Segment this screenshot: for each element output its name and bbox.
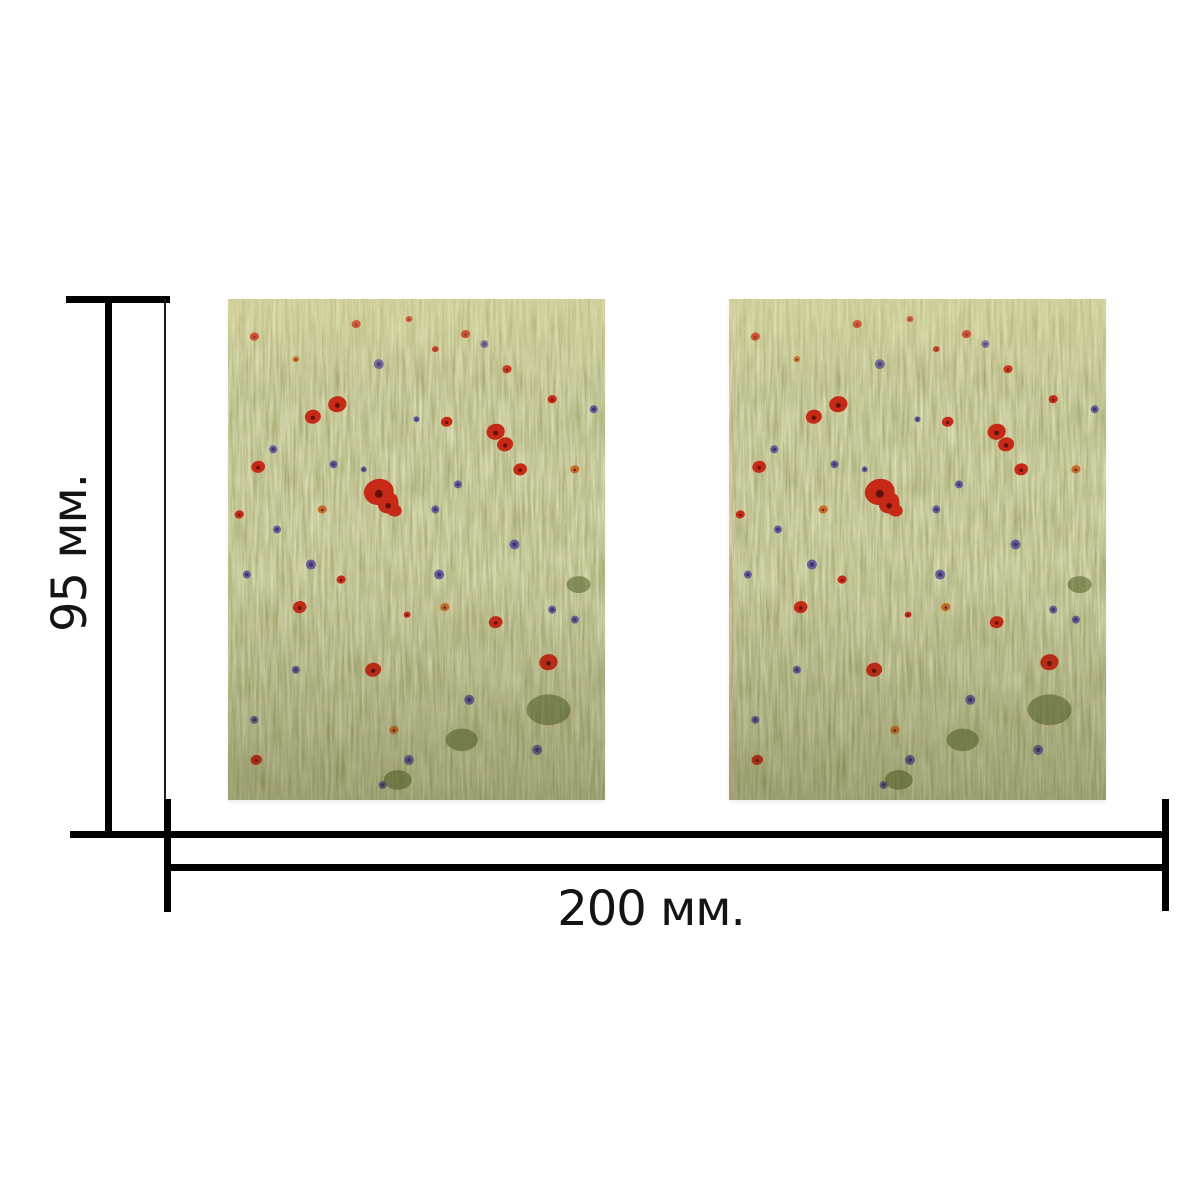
height-dim-label: 95 мм. xyxy=(42,473,98,633)
width-dim-left-tick xyxy=(164,799,171,912)
height-dim-top-tick xyxy=(66,296,170,303)
product-photo-right xyxy=(729,299,1106,800)
product-photo-left xyxy=(228,299,605,800)
bottom-baseline xyxy=(70,831,1169,838)
width-dim-label: 200 мм. xyxy=(557,881,746,937)
width-dim-line xyxy=(164,864,1169,871)
width-dim-right-tick xyxy=(1162,799,1169,911)
left-extension-line xyxy=(164,299,166,801)
height-dim-line xyxy=(105,296,112,837)
